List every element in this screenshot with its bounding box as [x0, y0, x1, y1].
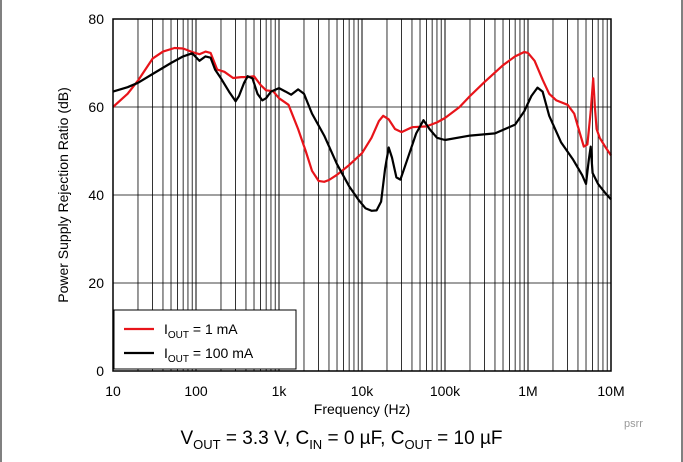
series-line-iout-1ma — [112, 46, 612, 183]
caption-v-sub: OUT — [193, 436, 221, 452]
caption-cin-sub: IN — [309, 436, 323, 452]
y-tick-label: 40 — [88, 187, 104, 203]
figure-code-label: psrr — [624, 418, 643, 430]
caption-v-rest: = 3.3 V, — [220, 428, 296, 449]
series-line-iout-100ma — [112, 52, 612, 212]
y-tick-label: 80 — [88, 11, 104, 27]
x-tick-label: 100 — [184, 383, 208, 399]
x-tick-label: 10M — [597, 383, 624, 399]
plot-area-border — [112, 18, 612, 372]
x-tick-label: 10k — [351, 383, 375, 399]
data-series — [112, 46, 612, 212]
legend: IOUT = 1 mA IOUT = 100 mA — [113, 309, 297, 370]
x-tick-label: 100k — [430, 383, 461, 399]
x-tick-label: 1k — [272, 383, 288, 399]
legend-box — [113, 309, 297, 370]
caption-v: V — [180, 428, 194, 449]
y-tick-label: 0 — [96, 363, 104, 379]
caption-cout-sub: OUT — [404, 436, 432, 452]
legend-label-100ma: IOUT = 100 mA — [164, 345, 254, 365]
y-tick-label: 60 — [88, 99, 104, 115]
caption-cin-rest: = 0 µF, — [322, 428, 391, 449]
legend-label-1ma: IOUT = 1 mA — [164, 321, 238, 341]
caption-cout: C — [390, 428, 405, 449]
conditions-caption: VOUT = 3.3 V, CIN = 0 µF, COUT = 10 µF — [0, 428, 683, 452]
x-axis-label: Frequency (Hz) — [314, 401, 410, 417]
x-tick-label: 1M — [518, 383, 537, 399]
y-tick-label: 20 — [88, 275, 104, 291]
y-axis-label: Power Supply Rejection Ratio (dB) — [55, 87, 71, 303]
caption-cout-rest: = 10 µF — [431, 428, 503, 449]
caption-cin: C — [295, 428, 310, 449]
x-tick-label: 10 — [105, 383, 121, 399]
tick-labels: 10 100 1k 10k 100k 1M 10M 0 20 40 60 80 — [88, 11, 624, 399]
